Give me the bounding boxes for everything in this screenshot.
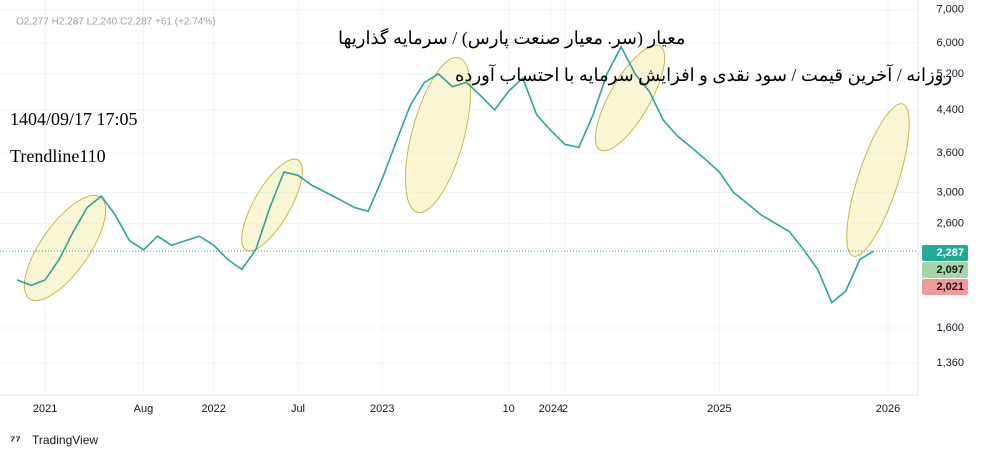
x-tick-label: 10 xyxy=(503,403,515,415)
author: Trendline110 xyxy=(10,146,106,166)
price-badge xyxy=(922,245,968,261)
price-badge xyxy=(922,262,968,278)
x-tick-label: 2024 xyxy=(539,403,563,415)
ellipses xyxy=(23,44,910,302)
x-tick-label: 2026 xyxy=(876,403,900,415)
highlight-ellipse xyxy=(846,103,910,257)
x-tick-label: 2022 xyxy=(201,403,225,415)
y-tick-label: 5,200 xyxy=(936,68,964,80)
x-tick-label: 2021 xyxy=(33,403,57,415)
y-tick-label: 1,600 xyxy=(936,322,964,334)
price-badge-label: 2,287 xyxy=(936,247,964,259)
y-tick-label: 3,000 xyxy=(936,186,964,198)
x-tick-label: 2025 xyxy=(707,403,731,415)
x-tick-label: Aug xyxy=(134,403,154,415)
price-badge-label: 2,097 xyxy=(936,264,964,276)
y-tick-label: 4,400 xyxy=(936,104,964,116)
y-tick-label: 7,000 xyxy=(936,4,964,16)
grid xyxy=(0,0,918,395)
x-tick-label: Jul xyxy=(291,403,305,415)
chart-subtitle: روزانه / آخرین قیمت / سود نقدی و افزایش … xyxy=(455,64,952,86)
x-tick-label: 2023 xyxy=(370,403,394,415)
y-tick-label: 2,600 xyxy=(936,217,964,229)
ohlc-legend: O2,277 H2,287 L2,240 C2,287 +61 (+2.74%) xyxy=(16,17,216,28)
y-tick-label: 3,600 xyxy=(936,147,964,159)
y-tick-label: 6,000 xyxy=(936,37,964,49)
plot xyxy=(0,44,918,305)
chart-title: معیار (سر. معیار صنعت پارس) / سرمایه گذا… xyxy=(338,27,685,49)
highlight-ellipse xyxy=(594,44,666,152)
highlight-ellipse xyxy=(241,158,303,252)
brand: TradingView xyxy=(32,433,98,447)
highlight-ellipse xyxy=(404,56,472,214)
price-line xyxy=(16,44,875,305)
x-tick-label: 2 xyxy=(562,403,568,415)
timestamp: 1404/09/17 17:05 xyxy=(10,109,138,129)
price-badge xyxy=(922,279,968,295)
brand-logo: ⁷⁷ xyxy=(10,432,21,447)
y-tick-label: 1,360 xyxy=(936,357,964,369)
price-badge-label: 2,021 xyxy=(936,281,964,293)
